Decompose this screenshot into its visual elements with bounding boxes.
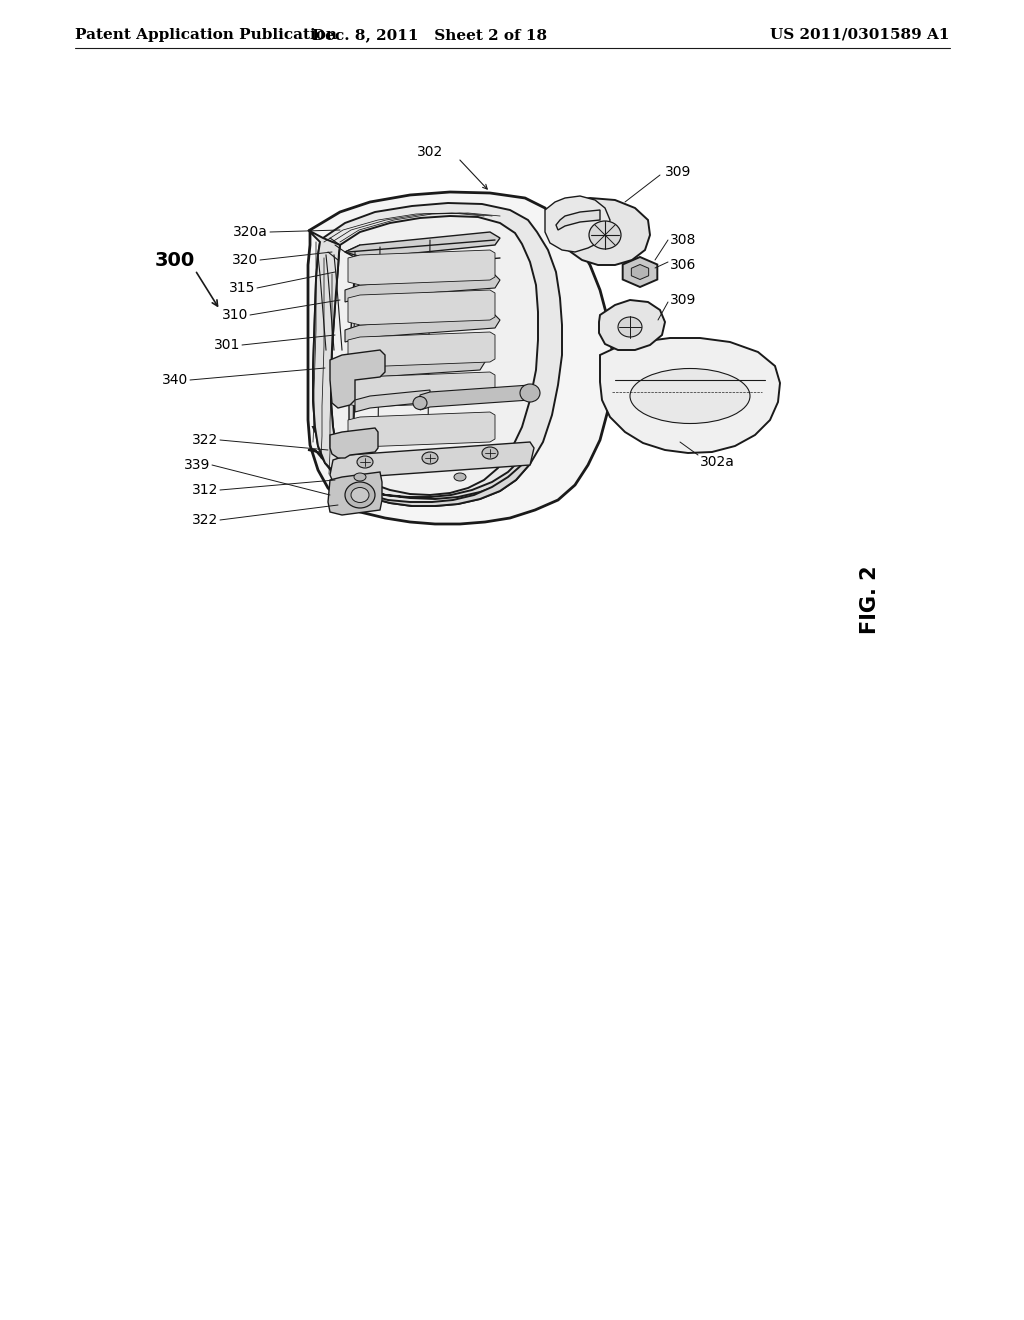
Ellipse shape [454, 473, 466, 480]
Text: 339: 339 [183, 458, 210, 473]
Text: FIG. 2: FIG. 2 [860, 566, 880, 635]
Polygon shape [330, 442, 534, 482]
Polygon shape [355, 389, 430, 412]
Text: 322: 322 [191, 513, 218, 527]
Polygon shape [348, 290, 495, 325]
Text: Dec. 8, 2011   Sheet 2 of 18: Dec. 8, 2011 Sheet 2 of 18 [312, 28, 548, 42]
Polygon shape [599, 300, 665, 350]
Ellipse shape [357, 455, 373, 469]
Text: 301: 301 [214, 338, 240, 352]
Text: 310: 310 [221, 308, 248, 322]
Text: 309: 309 [665, 165, 691, 180]
Polygon shape [345, 246, 365, 442]
Polygon shape [313, 426, 530, 506]
Text: 306: 306 [670, 257, 696, 272]
Text: Patent Application Publication: Patent Application Publication [75, 28, 337, 42]
Polygon shape [348, 333, 495, 367]
Ellipse shape [520, 384, 540, 403]
Text: 309: 309 [670, 293, 696, 308]
Text: US 2011/0301589 A1: US 2011/0301589 A1 [770, 28, 950, 42]
Text: 300: 300 [155, 251, 196, 269]
Polygon shape [308, 191, 612, 524]
Polygon shape [345, 315, 500, 342]
Polygon shape [545, 195, 610, 252]
Ellipse shape [354, 473, 366, 480]
Ellipse shape [482, 447, 498, 459]
Text: 340: 340 [162, 374, 188, 387]
Text: 302a: 302a [700, 455, 735, 469]
Ellipse shape [345, 482, 375, 508]
Polygon shape [555, 198, 650, 265]
Ellipse shape [618, 317, 642, 337]
Polygon shape [328, 473, 382, 515]
Polygon shape [623, 257, 657, 286]
Polygon shape [600, 338, 780, 453]
Ellipse shape [422, 451, 438, 465]
Polygon shape [308, 230, 343, 475]
Polygon shape [345, 356, 485, 383]
Polygon shape [348, 249, 495, 285]
Ellipse shape [413, 396, 427, 409]
Text: 320: 320 [231, 253, 258, 267]
Polygon shape [556, 210, 600, 230]
Polygon shape [632, 264, 648, 280]
Text: 312: 312 [191, 483, 218, 498]
Polygon shape [330, 350, 385, 408]
Text: 320a: 320a [233, 224, 268, 239]
Polygon shape [348, 412, 495, 447]
Polygon shape [308, 450, 530, 499]
Polygon shape [420, 385, 530, 411]
Ellipse shape [630, 368, 750, 424]
Text: 315: 315 [228, 281, 255, 294]
Text: 322: 322 [191, 433, 218, 447]
Polygon shape [345, 232, 500, 257]
Polygon shape [313, 203, 562, 506]
Ellipse shape [351, 487, 369, 503]
Polygon shape [331, 216, 538, 495]
Text: 308: 308 [670, 234, 696, 247]
Polygon shape [348, 372, 495, 407]
Polygon shape [330, 428, 378, 458]
Ellipse shape [589, 220, 621, 249]
Text: 302: 302 [417, 145, 443, 158]
Polygon shape [345, 275, 500, 302]
